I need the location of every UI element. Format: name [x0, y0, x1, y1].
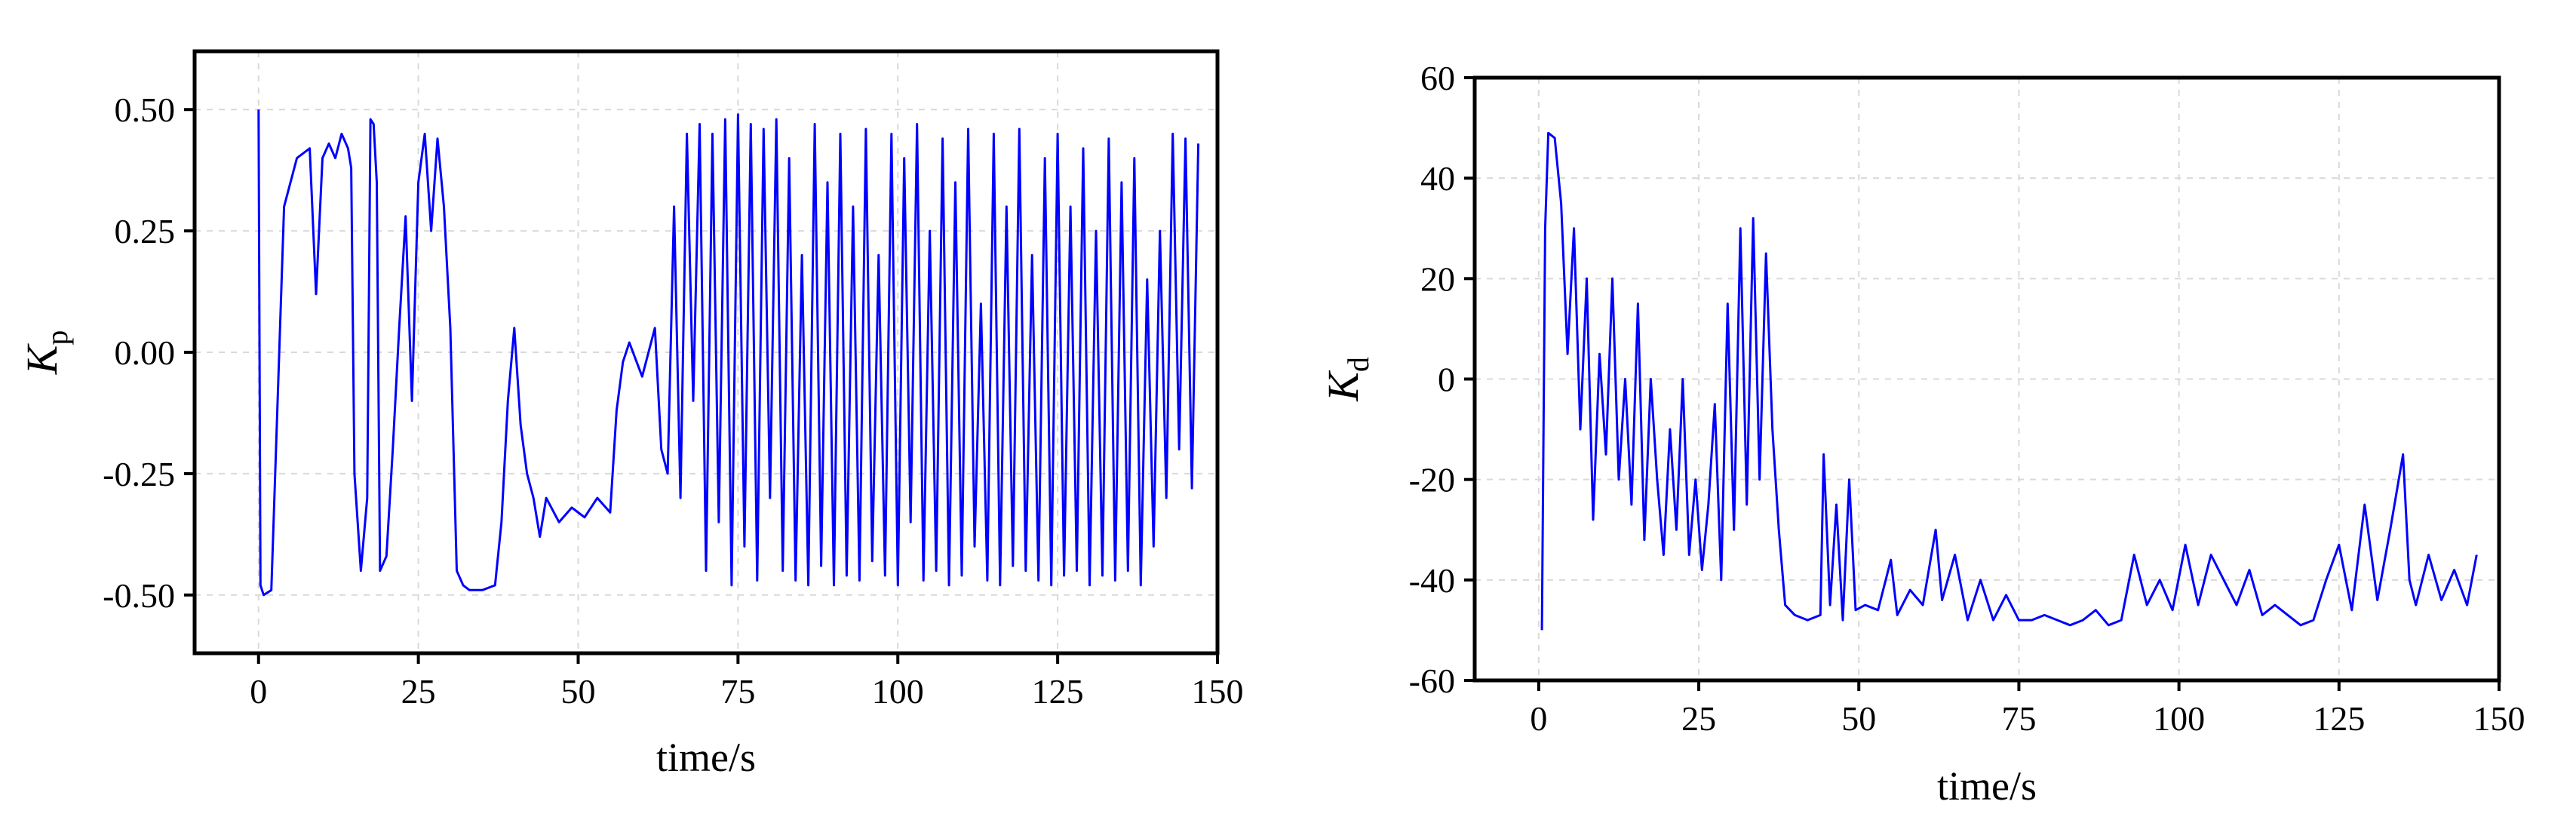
kd-xtick-label-1: 25 [1681, 699, 1716, 738]
kd-ytick-label-0: -60 [1409, 662, 1455, 700]
kp-xtick-label-1: 25 [401, 672, 436, 711]
kp-xtick-label-6: 150 [1192, 672, 1244, 711]
kd-ytick-label-5: 40 [1420, 159, 1455, 198]
kd-ytick-label-4: 20 [1420, 259, 1455, 298]
kd-y-axis-label-sub: d [1341, 357, 1375, 372]
kp-xtick-label-3: 75 [720, 672, 755, 711]
kd-xtick-label-6: 150 [2473, 699, 2525, 738]
kp-y-axis-label-main: K [17, 342, 66, 375]
kp-y-axis-label-sub: p [40, 330, 74, 345]
kd-ytick-label-1: -40 [1409, 561, 1455, 600]
kp-xtick-label-5: 125 [1032, 672, 1084, 711]
kp-ytick-label-4: 0.50 [115, 91, 176, 129]
kd-ytick-label-3: 0 [1438, 361, 1455, 399]
kp-series-line [257, 109, 1200, 597]
kp-y-axis-label: Kp [17, 330, 74, 376]
kd-xtick-label-4: 100 [2153, 699, 2205, 738]
kd-xtick-label-3: 75 [2001, 699, 2036, 738]
kd-xtick-label-0: 0 [1530, 699, 1547, 738]
kd-ytick-label-6: 60 [1420, 59, 1455, 97]
kd-xtick-label-5: 125 [2313, 699, 2365, 738]
kp-ytick-label-2: 0.00 [115, 333, 176, 372]
kd-y-axis-label-main: K [1319, 370, 1368, 402]
kp-ytick-label-1: -0.25 [103, 455, 175, 493]
kp-chart: 0 25 50 75 100 125 150 -0.50 -0.25 0.00 0.25 0.50 ti… [17, 49, 1244, 780]
kd-series-line [1540, 131, 2478, 631]
kp-xtick-label-0: 0 [250, 672, 267, 711]
kd-xtick-label-2: 50 [1841, 699, 1876, 738]
kd-y-axis-label: Kd [1319, 357, 1375, 402]
kd-chart: 0 25 50 75 100 125 150 -60 -40 -20 0 20 40 60 time/s Kd [1319, 59, 2525, 809]
kp-xtick-label-2: 50 [561, 672, 596, 711]
kp-x-axis-label: time/s [656, 735, 756, 780]
kd-x-axis-label: time/s [1937, 763, 2037, 809]
kp-xtick-label-4: 100 [872, 672, 924, 711]
kp-ytick-label-0: -0.50 [103, 576, 175, 615]
kp-ytick-label-3: 0.25 [115, 212, 176, 250]
kd-ytick-label-2: -20 [1409, 461, 1455, 499]
